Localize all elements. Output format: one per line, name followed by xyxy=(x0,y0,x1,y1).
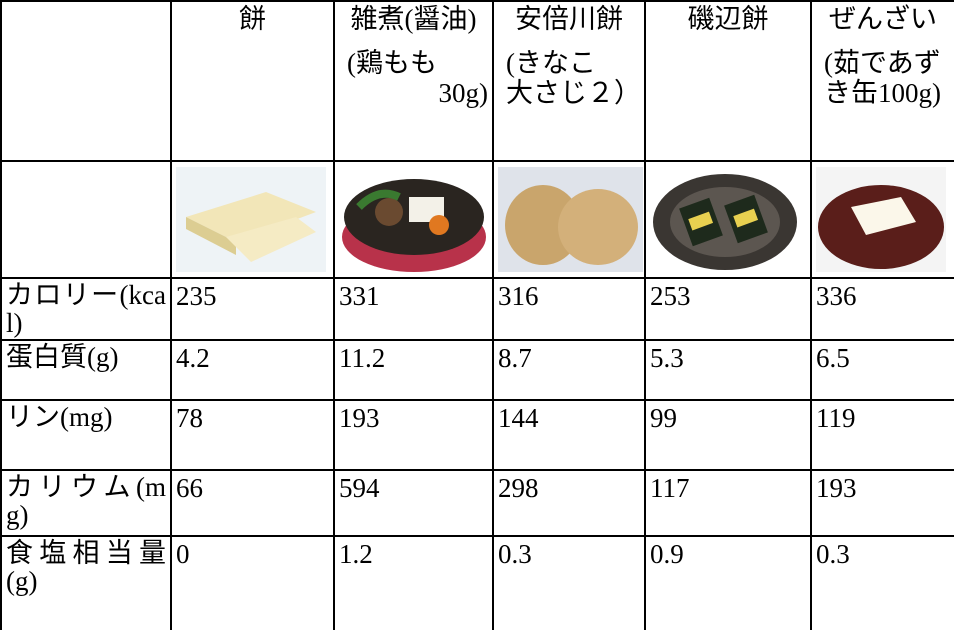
value-cell: 144 xyxy=(492,399,646,471)
value-cell: 0.3 xyxy=(810,535,954,630)
value-cell: 298 xyxy=(492,469,646,537)
header-cell: 餅 xyxy=(170,0,335,162)
mochi-image xyxy=(176,167,326,272)
note-line: (きなこ xyxy=(506,48,596,78)
data-row: リン(mg) 78 193 144 99 119 xyxy=(0,399,954,471)
image-cell xyxy=(810,160,954,279)
value-cell: 235 xyxy=(170,277,335,341)
value-cell: 336 xyxy=(810,277,954,341)
empty-cell xyxy=(0,160,172,279)
image-cell xyxy=(492,160,646,279)
value-cell: 0 xyxy=(170,535,335,630)
column-name: 雑煮(醤油) xyxy=(350,4,477,34)
value-cell: 8.7 xyxy=(492,339,646,401)
column-name: 安倍川餅 xyxy=(515,4,623,34)
value-cell: 99 xyxy=(644,399,812,471)
note-line: き缶100g) xyxy=(824,78,941,108)
value-cell: 11.2 xyxy=(333,339,494,401)
image-row xyxy=(0,160,954,279)
data-row: 食塩相当量(g) 0 1.2 0.3 0.9 0.3 xyxy=(0,535,954,630)
row-label: リン(mg) xyxy=(0,399,172,471)
value-cell: 4.2 xyxy=(170,339,335,401)
note-line: (鶏もも xyxy=(347,48,437,78)
value-cell: 316 xyxy=(492,277,646,341)
image-cell xyxy=(333,160,494,279)
abekawa-image xyxy=(498,167,643,272)
value-cell: 331 xyxy=(333,277,494,341)
note-line: 30g) xyxy=(438,78,489,108)
column-note: (きなこ 大さじ２） xyxy=(498,48,641,108)
value-cell: 193 xyxy=(810,469,954,537)
value-cell: 193 xyxy=(333,399,494,471)
value-cell: 78 xyxy=(170,399,335,471)
value-cell: 1.2 xyxy=(333,535,494,630)
value-cell: 6.5 xyxy=(810,339,954,401)
isobe-image xyxy=(650,167,800,272)
note-line: (茹であず xyxy=(824,48,941,78)
image-cell xyxy=(170,160,335,279)
value-cell: 117 xyxy=(644,469,812,537)
header-cell: 雑煮(醤油) (鶏もも 30g) xyxy=(333,0,494,162)
value-cell: 5.3 xyxy=(644,339,812,401)
value-cell: 66 xyxy=(170,469,335,537)
header-cell: ぜんざい (茹であず き缶100g) xyxy=(810,0,954,162)
row-label: 食塩相当量(g) xyxy=(0,535,172,630)
empty-cell xyxy=(0,0,172,162)
value-cell: 119 xyxy=(810,399,954,471)
value-cell: 253 xyxy=(644,277,812,341)
image-cell xyxy=(644,160,812,279)
zoni-image xyxy=(339,167,489,272)
value-cell: 0.3 xyxy=(492,535,646,630)
column-note: (鶏もも 30g) xyxy=(339,48,488,108)
row-label: カロリー(kcal) xyxy=(0,277,172,341)
value-cell: 594 xyxy=(333,469,494,537)
data-row: カリウム(mg) 66 594 298 117 193 xyxy=(0,469,954,537)
data-row: 蛋白質(g) 4.2 11.2 8.7 5.3 6.5 xyxy=(0,339,954,401)
row-label: カリウム(mg) xyxy=(0,469,172,537)
column-name: 磯辺餅 xyxy=(687,4,769,34)
zenzai-image xyxy=(816,167,946,272)
column-name: ぜんざい xyxy=(829,4,937,34)
note-line: 大さじ２） xyxy=(506,78,641,108)
value-cell: 0.9 xyxy=(644,535,812,630)
header-row: 餅 雑煮(醤油) (鶏もも 30g) 安倍川餅 (きなこ 大さじ２） 磯辺餅 ぜんざい (茹であず… xyxy=(0,0,954,162)
column-name: 餅 xyxy=(239,4,266,34)
header-cell: 安倍川餅 (きなこ 大さじ２） xyxy=(492,0,646,162)
header-cell: 磯辺餅 xyxy=(644,0,812,162)
data-row: カロリー(kcal) 235 331 316 253 336 xyxy=(0,277,954,341)
column-note: (茹であず き缶100g) xyxy=(816,48,950,108)
row-label: 蛋白質(g) xyxy=(0,339,172,401)
